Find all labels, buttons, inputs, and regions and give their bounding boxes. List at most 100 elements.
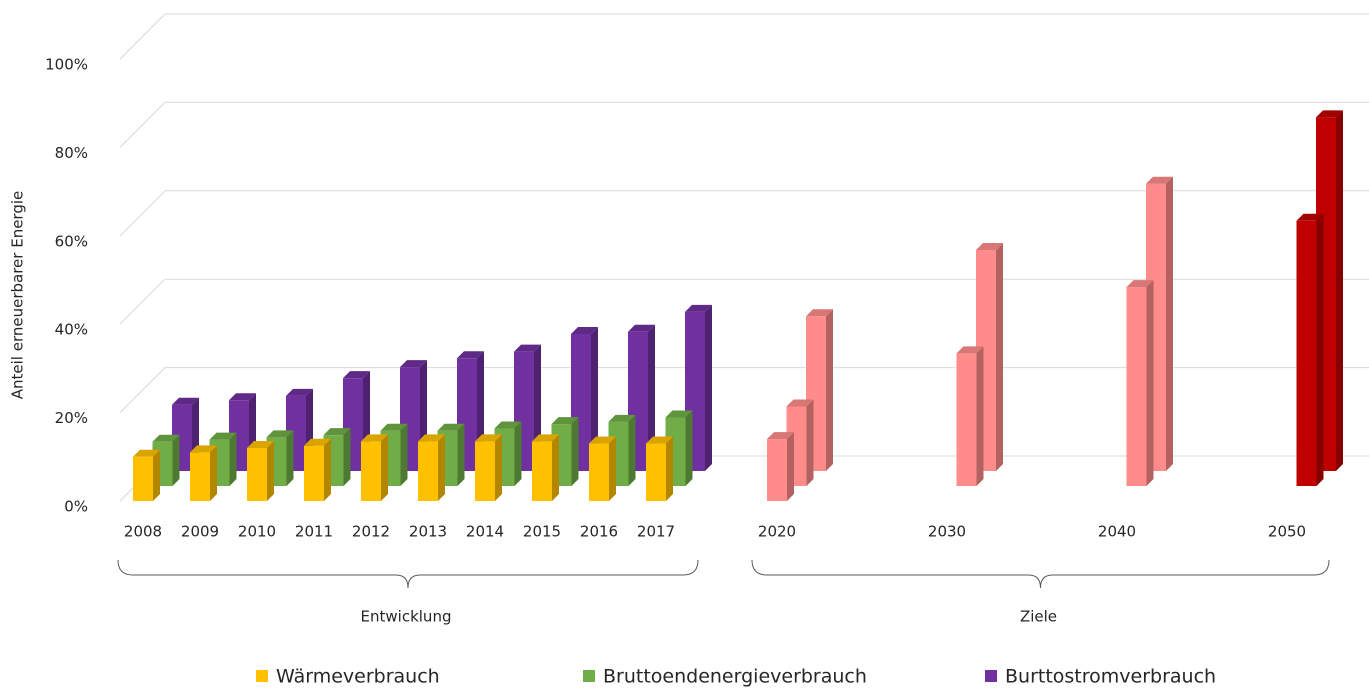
bar-top (400, 360, 427, 368)
grid-line (119, 190, 166, 237)
y-tick-label: 60% (55, 232, 88, 250)
bar-side (571, 417, 579, 486)
bar-side (1146, 280, 1154, 486)
x-tick-label: 2014 (466, 523, 504, 541)
bar-top (361, 434, 388, 442)
y-tick-label: 20% (55, 409, 88, 427)
bar-side (514, 421, 522, 486)
bar (1296, 213, 1324, 487)
bar-front (1296, 220, 1317, 487)
bar (133, 449, 160, 501)
group-label: Entwicklung (361, 608, 452, 626)
bar-side (705, 304, 712, 471)
bar-side (976, 346, 984, 486)
grid-line (119, 278, 166, 325)
bar (646, 436, 673, 501)
bar (361, 434, 388, 501)
bar-side (996, 243, 1003, 471)
bar-top (304, 438, 331, 446)
x-tick-label: 2020 (758, 523, 796, 541)
bar-top (571, 326, 598, 334)
bar-side (495, 434, 502, 501)
group-brace (751, 559, 1330, 589)
bar-side (286, 430, 294, 486)
y-tick-label: 0% (64, 498, 88, 516)
x-tick-label: 2050 (1268, 523, 1306, 541)
bar-front (646, 443, 666, 501)
legend-label: Burttostromverbrauch (1005, 666, 1216, 688)
y-tick-label: 40% (55, 321, 88, 339)
bar-side (210, 445, 217, 501)
bar-front (247, 447, 267, 501)
bar-side (267, 440, 274, 501)
bar-top (343, 371, 370, 379)
bar-top (133, 449, 160, 457)
bar-top (1296, 213, 1324, 221)
bar (418, 434, 445, 501)
bar-top (956, 346, 984, 354)
bar (475, 434, 502, 501)
x-tick-label: 2010 (238, 523, 276, 541)
bar-side (381, 434, 388, 501)
bar-top (1146, 176, 1173, 184)
bar-front (361, 441, 381, 501)
bar-top (323, 428, 351, 436)
bar-side (324, 438, 331, 501)
group-brace (117, 559, 699, 589)
bar-front (956, 353, 977, 486)
y-axis-label: Anteil erneuerbarer Energie (9, 191, 27, 400)
legend-swatch (256, 670, 268, 682)
bar-top (589, 436, 616, 444)
x-tick-label: 2016 (580, 523, 618, 541)
bar-side (552, 434, 559, 501)
bar-top (976, 243, 1003, 250)
x-tick-label: 2017 (637, 523, 675, 541)
bar-top (1126, 280, 1154, 288)
bar-front (304, 445, 324, 501)
bar-side (666, 436, 673, 501)
bar-side (806, 399, 814, 486)
legend-label: Bruttoendenergieverbrauch (603, 666, 867, 688)
bar (190, 445, 217, 501)
legend-swatch (985, 670, 997, 682)
grid-line (119, 102, 166, 148)
bar-front (418, 441, 438, 501)
legend-swatch (583, 670, 595, 682)
x-tick-label: 2008 (124, 523, 162, 541)
bar-top (786, 399, 814, 407)
bar-top (646, 436, 673, 444)
bar-top (152, 434, 180, 442)
bar (247, 440, 274, 501)
bar (956, 346, 984, 486)
bar-side (1336, 110, 1343, 472)
bar-top (380, 423, 408, 431)
x-tick-label: 2012 (352, 523, 390, 541)
x-tick-label: 2015 (523, 523, 561, 541)
bar-front (767, 439, 787, 501)
bar-front (589, 443, 609, 501)
bar-top (532, 434, 559, 442)
grid-line (119, 13, 166, 60)
bar-top (266, 430, 294, 438)
bar-side (591, 326, 598, 471)
bar-top (209, 432, 237, 440)
bar-side (343, 428, 351, 486)
bar-front (133, 456, 153, 501)
bar-top (665, 410, 693, 418)
bar (589, 436, 616, 501)
bar-side (1316, 213, 1324, 487)
bar-top (229, 393, 256, 401)
bar-top (286, 388, 313, 396)
bar-front (475, 441, 495, 501)
bar-top (514, 344, 541, 352)
bar-top (806, 309, 833, 317)
bar-side (400, 423, 408, 486)
bar (304, 438, 331, 501)
y-tick-label: 100% (45, 56, 88, 74)
bar (767, 432, 794, 501)
bar-top (628, 324, 655, 332)
bar-side (609, 436, 616, 501)
bar-side (172, 434, 180, 486)
bar-front (532, 441, 552, 501)
